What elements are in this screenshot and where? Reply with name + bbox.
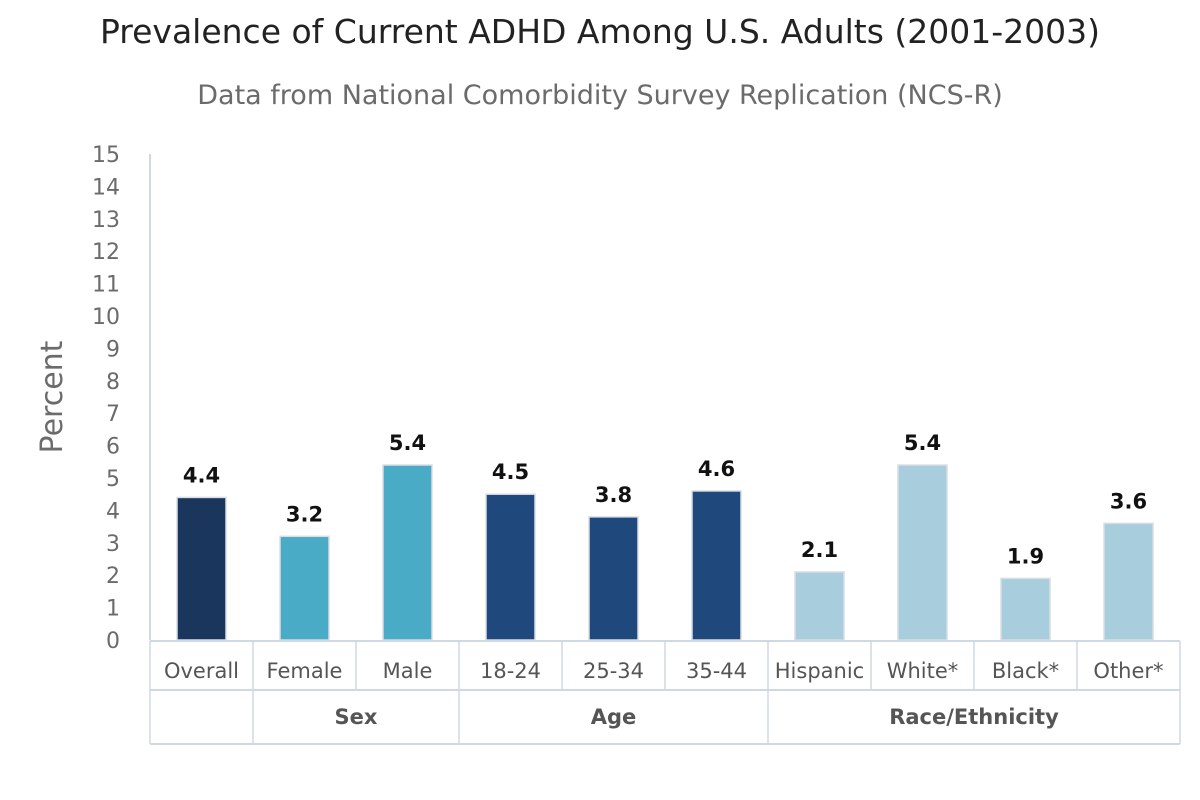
group-label: Race/Ethnicity: [889, 705, 1059, 729]
y-tick-label: 12: [92, 240, 120, 265]
y-tick-label: 13: [92, 208, 120, 233]
y-tick-label: 15: [92, 143, 120, 168]
x-tick-label: 18-24: [480, 659, 541, 683]
chart-subtitle: Data from National Comorbidity Survey Re…: [197, 80, 1003, 111]
y-tick-label: 1: [106, 597, 120, 622]
y-tick-label: 10: [92, 305, 120, 330]
x-tick-label: Hispanic: [775, 659, 864, 683]
bar-value-label: 4.4: [183, 463, 220, 487]
y-tick-label: 3: [106, 532, 120, 557]
bar-black-: [1000, 577, 1051, 641]
x-tick-label: White*: [887, 659, 959, 683]
y-tick-label: 5: [106, 467, 120, 492]
y-axis-title: Percent: [35, 340, 70, 453]
bar-value-label: 3.2: [286, 502, 323, 526]
x-tick-label: Overall: [164, 659, 239, 683]
bar-value-label: 4.6: [698, 457, 735, 481]
bar-other-: [1103, 522, 1154, 641]
y-tick-label: 9: [106, 337, 120, 362]
x-tick-label: 35-44: [686, 659, 747, 683]
bar-35-44: [691, 490, 742, 641]
bar-overall: [176, 496, 227, 641]
bar-25-34: [588, 516, 639, 641]
y-tick-label: 14: [92, 175, 120, 200]
y-tick-label: 2: [106, 564, 120, 589]
bar-value-label: 5.4: [904, 431, 941, 455]
bar-male: [382, 464, 433, 641]
y-tick-label: 11: [92, 273, 120, 298]
x-tick-label: Black*: [992, 659, 1059, 683]
x-tick-label: Male: [383, 659, 433, 683]
bar-white-: [897, 464, 948, 641]
x-tick-label: Other*: [1093, 659, 1163, 683]
chart-title: Prevalence of Current ADHD Among U.S. Ad…: [99, 12, 1101, 51]
y-tick-label: 8: [106, 370, 120, 395]
bar-value-label: 1.9: [1007, 544, 1044, 568]
y-tick-label: 4: [106, 499, 120, 524]
group-label: Sex: [335, 705, 378, 729]
group-label: Age: [591, 705, 637, 729]
bar-value-label: 3.6: [1110, 489, 1147, 513]
y-tick-label: 6: [106, 435, 120, 460]
bar-value-label: 2.1: [801, 538, 838, 562]
bar-female: [279, 535, 330, 641]
bar-18-24: [485, 493, 536, 641]
bar-value-label: 5.4: [389, 431, 426, 455]
y-tick-label: 7: [106, 402, 120, 427]
x-tick-label: Female: [267, 659, 343, 683]
bar-value-label: 4.5: [492, 460, 529, 484]
bar-hispanic: [794, 571, 845, 641]
x-tick-label: 25-34: [583, 659, 644, 683]
y-tick-label: 0: [106, 629, 120, 654]
bar-value-label: 3.8: [595, 483, 632, 507]
